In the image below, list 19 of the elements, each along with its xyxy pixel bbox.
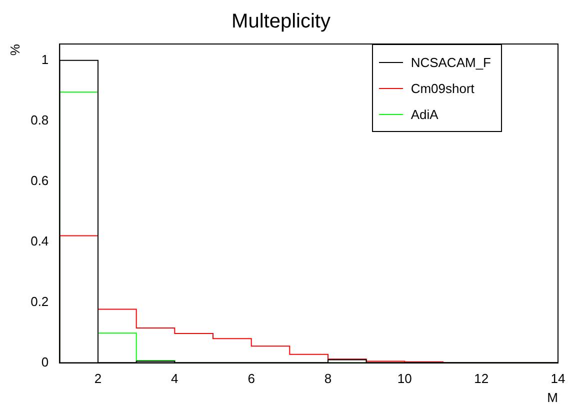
y-tick-label: 1: [41, 52, 49, 67]
y-tick-label: 0.6: [30, 172, 49, 188]
x-tick-label: 12: [474, 371, 489, 386]
y-tick-label: 0.2: [30, 294, 49, 309]
x-tick-label: 2: [94, 371, 102, 386]
y-axis-title: %: [7, 44, 22, 56]
legend-label: Cm09short: [410, 80, 474, 96]
y-tick-label: 0.8: [30, 112, 49, 128]
chart-title: Multeplicity: [232, 10, 330, 33]
y-tick-label: 0: [41, 354, 49, 370]
legend-label: AdiA: [410, 106, 438, 122]
x-tick-label: 4: [171, 371, 178, 386]
x-tick-label: 6: [248, 371, 255, 386]
legend-label: NCSACAM_F: [410, 54, 491, 70]
y-tick-label: 0.4: [30, 233, 49, 248]
x-axis-title: M: [547, 390, 558, 405]
x-tick-label: 8: [324, 371, 332, 386]
x-tick-label: 10: [397, 371, 412, 386]
x-tick-label: 14: [550, 371, 566, 386]
